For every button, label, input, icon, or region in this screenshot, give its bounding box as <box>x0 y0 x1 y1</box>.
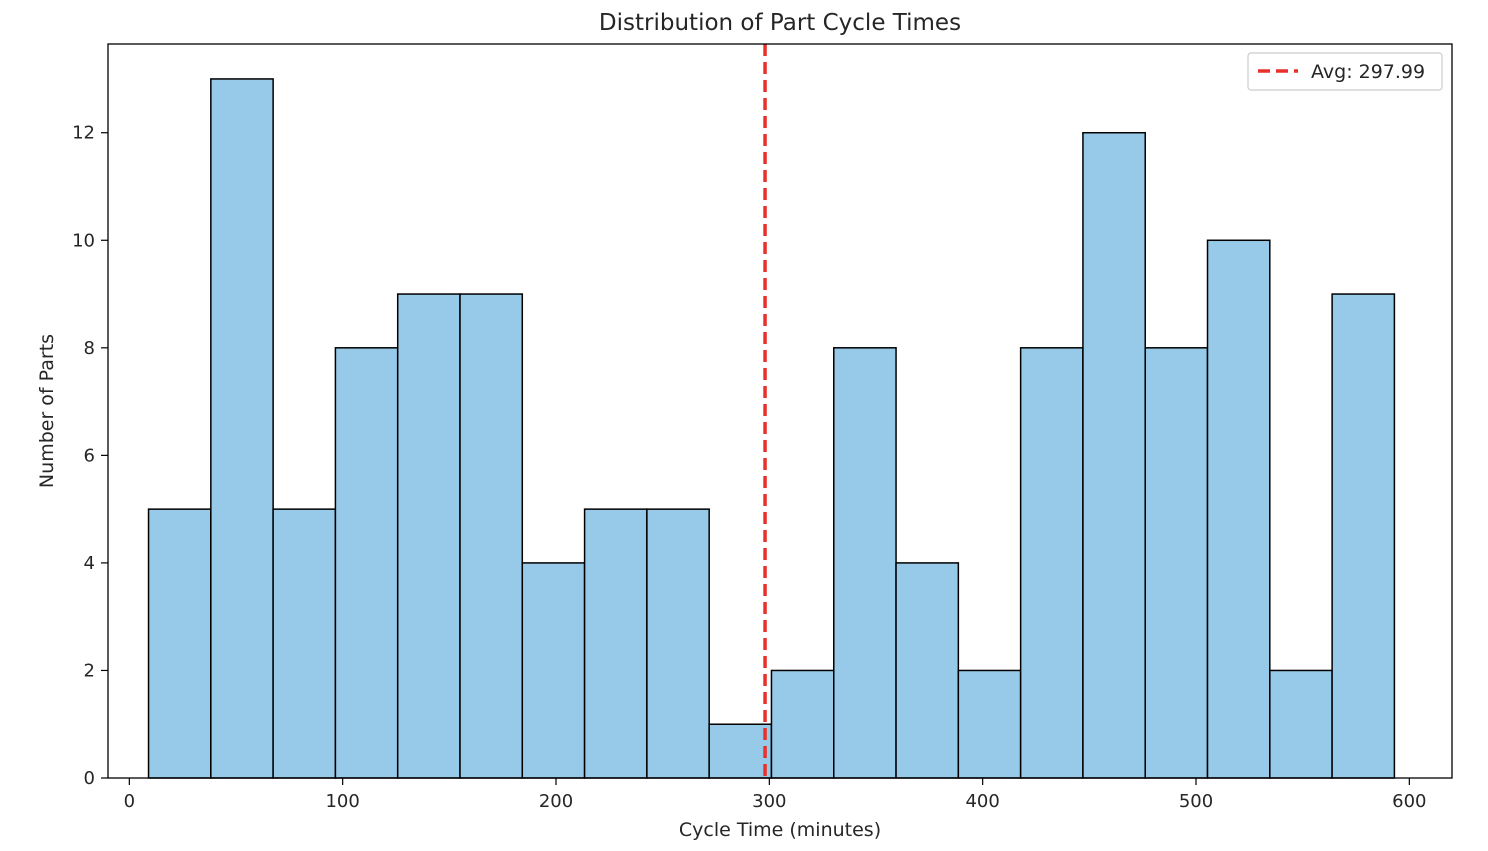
x-tick-label: 200 <box>539 791 573 812</box>
histogram-bar <box>646 508 710 779</box>
histogram-bar <box>833 347 897 779</box>
histogram-bar <box>708 723 773 779</box>
x-tick-label: 0 <box>124 791 135 812</box>
y-axis-ticks: 0 2 4 6 8 10 12 <box>72 123 108 789</box>
histogram-bar <box>957 669 1022 779</box>
x-tick-label: 100 <box>325 791 359 812</box>
histogram-bar <box>1144 347 1209 779</box>
histogram-bar <box>334 347 399 779</box>
histogram-bar <box>1019 347 1084 779</box>
y-tick-label: 12 <box>72 123 95 144</box>
x-tick-label: 300 <box>752 791 786 812</box>
histogram-bar <box>147 508 212 779</box>
histogram-bar <box>770 669 835 779</box>
x-tick-label: 400 <box>965 791 999 812</box>
x-tick-label: 600 <box>1392 791 1426 812</box>
histogram-bars <box>147 78 1396 779</box>
y-tick-label: 10 <box>72 230 95 251</box>
y-tick-label: 8 <box>84 338 95 359</box>
y-tick-label: 0 <box>84 768 95 789</box>
histogram-bar <box>1206 239 1271 779</box>
y-tick-label: 6 <box>84 445 95 466</box>
histogram-bar <box>895 562 960 779</box>
chart-title: Distribution of Part Cycle Times <box>599 10 961 36</box>
y-tick-label: 4 <box>84 553 95 574</box>
histogram-bar <box>210 78 274 779</box>
x-tick-label: 500 <box>1179 791 1213 812</box>
x-axis-ticks: 0 100 200 300 400 500 600 <box>124 778 1427 812</box>
histogram-bar <box>583 508 648 779</box>
histogram-bar <box>459 293 524 779</box>
x-axis-label: Cycle Time (minutes) <box>679 819 881 841</box>
legend-box <box>1247 52 1443 91</box>
histogram-bar <box>1082 131 1146 779</box>
legend: Avg: 297.99 <box>1247 52 1443 91</box>
y-tick-label: 2 <box>84 660 95 681</box>
histogram-bar <box>1269 669 1333 779</box>
plot-frame <box>107 43 1453 779</box>
histogram-bar <box>396 293 461 779</box>
y-axis-label: Number of Parts <box>36 334 58 488</box>
histogram-bar <box>521 562 586 779</box>
histogram-bar <box>1331 293 1396 779</box>
histogram-bar <box>272 508 337 779</box>
legend-label-average: Avg: 297.99 <box>1311 61 1425 83</box>
